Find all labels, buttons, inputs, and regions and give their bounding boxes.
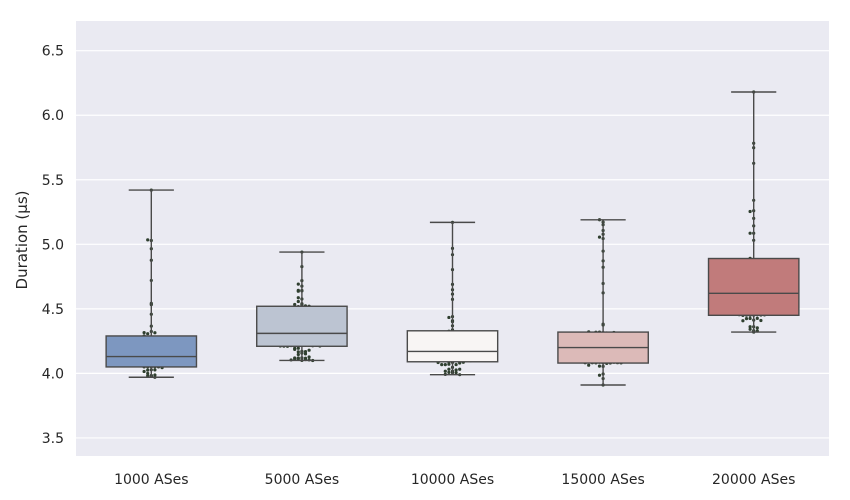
y-tick-label: 5.0 — [42, 237, 64, 253]
swarm-point — [447, 315, 451, 320]
x-tick-label: 15000 ASes — [561, 472, 644, 488]
boxes — [105, 91, 800, 386]
swarm-point — [443, 363, 447, 367]
x-tick-label: 10000 ASes — [411, 472, 494, 488]
swarm-point — [153, 331, 157, 335]
x-tick-labels: 1000 ASes 5000 ASes 10000 ASes 15000 ASes 20… — [114, 472, 795, 488]
y-tick-label: 3.5 — [42, 431, 64, 447]
swarm-point — [153, 373, 157, 377]
swarm-point — [293, 302, 297, 307]
swarm-point — [748, 209, 752, 214]
swarm-point — [296, 299, 300, 304]
swarm-point — [748, 231, 752, 235]
box-3 — [406, 221, 499, 376]
swarm-point — [759, 318, 763, 323]
x-tick-label: 1000 ASes — [114, 472, 188, 488]
swarm-point — [597, 373, 602, 377]
iqr-box — [105, 335, 198, 368]
swarm-point — [296, 352, 300, 357]
iqr-box — [256, 305, 348, 347]
swarm-point — [454, 368, 458, 372]
y-tick-label: 6.5 — [42, 44, 64, 60]
y-tick-label: 5.5 — [42, 173, 64, 189]
swarm-point — [296, 350, 300, 354]
y-tick-label: 6.0 — [42, 108, 64, 124]
swarm-point — [296, 357, 300, 361]
swarm-point — [755, 326, 759, 330]
swarm-point — [146, 368, 150, 372]
swarm-point — [293, 347, 297, 351]
swarm-point — [447, 367, 451, 371]
swarm-point — [597, 235, 602, 239]
box-1 — [105, 189, 198, 378]
swarm-point — [587, 363, 591, 367]
y-tick-labels: 3.5 4.0 4.5 5.0 5.5 6.0 6.5 — [42, 44, 64, 447]
swarm-point — [447, 370, 451, 375]
swarm-point — [307, 348, 311, 352]
swarm-point — [142, 331, 146, 335]
swarm-point — [146, 371, 150, 376]
swarm-point — [458, 367, 462, 371]
swarm-point — [744, 316, 749, 321]
box-5 — [707, 91, 800, 333]
swarm-point — [597, 364, 602, 368]
swarm-point — [443, 369, 447, 373]
box-2 — [256, 251, 348, 362]
swarm-point — [454, 371, 458, 375]
swarm-point — [755, 316, 759, 320]
swarm-point — [296, 346, 300, 350]
x-tick-label: 20000 ASes — [712, 472, 795, 488]
iqr-box — [707, 257, 800, 317]
x-tick-label: 5000 ASes — [265, 472, 339, 488]
swarm-point — [146, 238, 150, 242]
swarm-point — [454, 362, 458, 367]
swarm-point — [748, 327, 752, 331]
swarm-point — [146, 332, 150, 336]
swarm-point — [296, 296, 300, 300]
swarm-point — [741, 319, 745, 323]
swarm-point — [447, 362, 451, 366]
y-axis-label: Duration (µs) — [13, 191, 31, 290]
y-tick-label: 4.0 — [42, 366, 64, 382]
swarm-point — [303, 352, 308, 356]
swarm-point — [440, 362, 444, 367]
swarm-point — [748, 316, 752, 321]
swarm-point — [296, 289, 300, 293]
swarm-point — [142, 369, 146, 374]
swarm-point — [153, 368, 157, 372]
swarm-point — [296, 282, 300, 286]
box-4 — [557, 219, 649, 386]
swarm-point — [307, 355, 311, 359]
iqr-box — [406, 330, 499, 363]
y-tick-label: 4.5 — [42, 302, 64, 318]
swarm-point — [748, 325, 752, 329]
